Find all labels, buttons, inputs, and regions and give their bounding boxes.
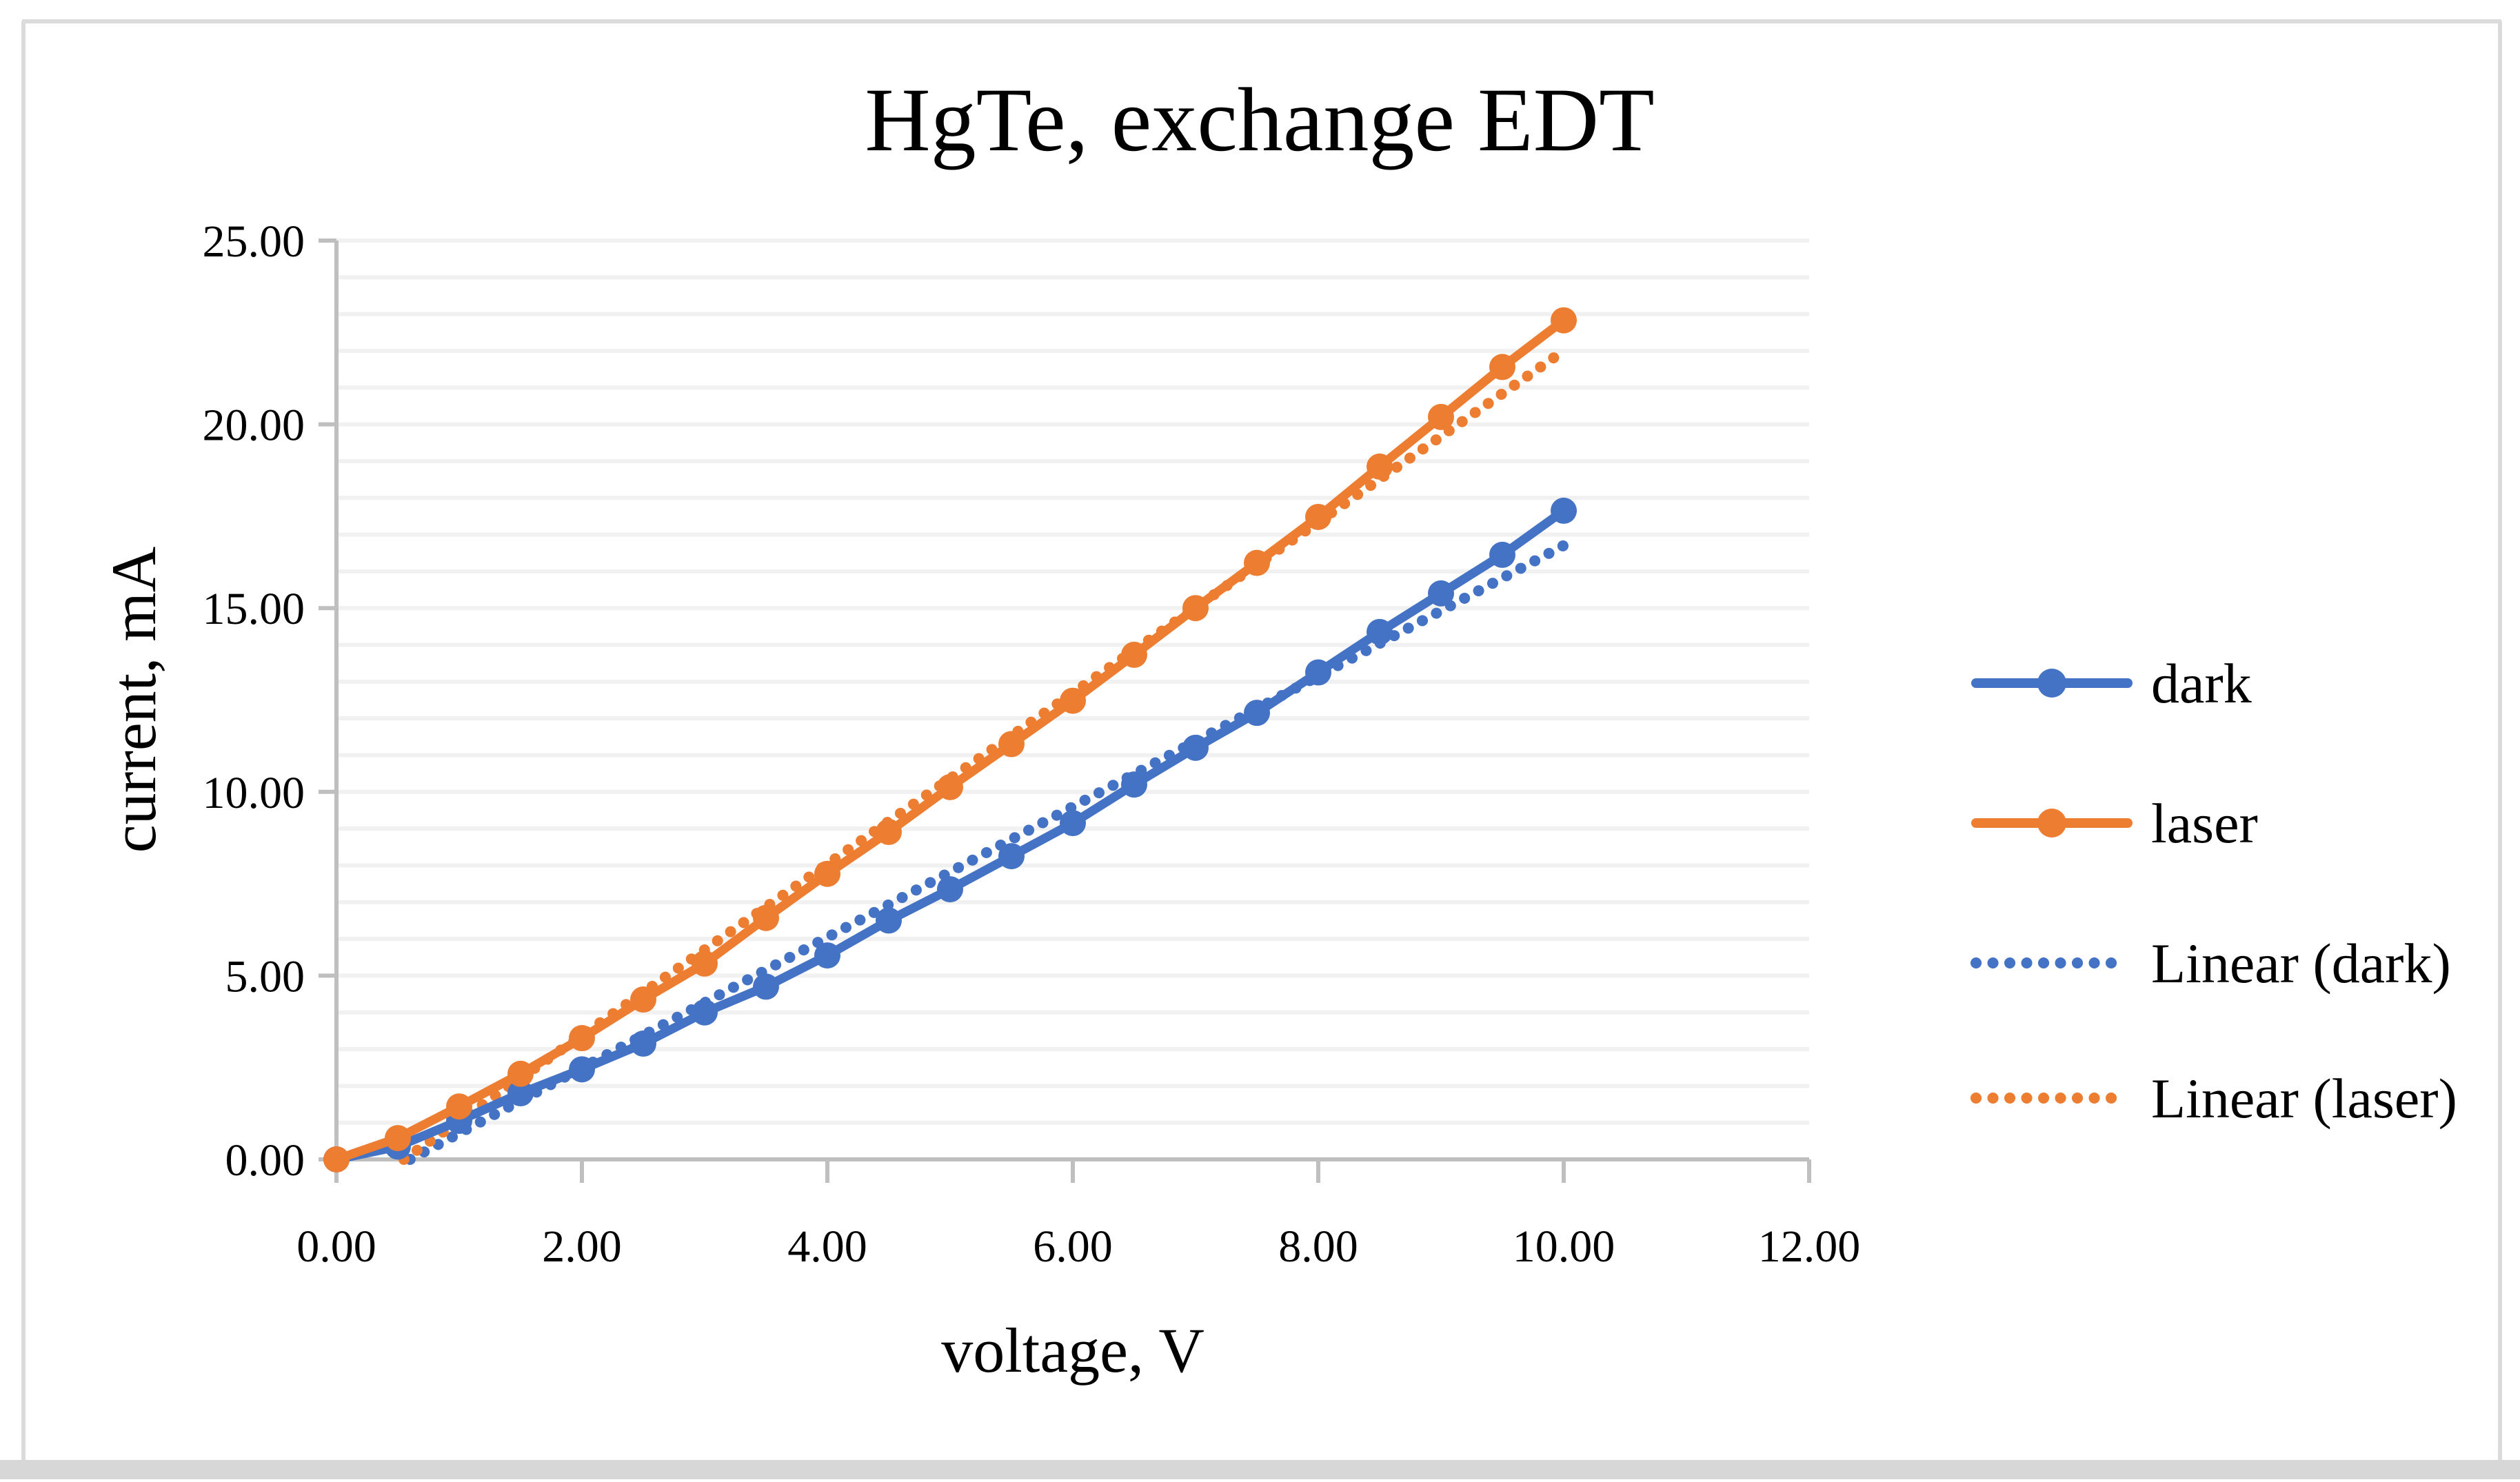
x-axis-title: voltage, V	[941, 1315, 1204, 1385]
x-axis-tick-labels: 0.00 2.00 4.00 6.00 8.00 10.00 12.00	[296, 1221, 1860, 1272]
series-marker-laser	[1182, 595, 1209, 622]
series-marker-dark	[1305, 659, 1331, 686]
legend-label: Linear (dark)	[2151, 932, 2451, 995]
x-tick-label: 0.00	[296, 1221, 376, 1272]
legend-marker-circle	[2037, 809, 2066, 838]
y-tick-label: 25.00	[203, 216, 305, 267]
series-marker-laser	[507, 1060, 534, 1087]
series-marker-dark	[1551, 497, 1577, 524]
series-marker-laser	[1428, 403, 1454, 430]
series-marker-laser	[1244, 549, 1270, 576]
series-marker-laser	[937, 773, 963, 800]
series-marker-laser	[814, 860, 840, 887]
y-tick-label: 15.00	[203, 584, 305, 634]
series-marker-dark	[937, 876, 963, 903]
series-marker-dark	[692, 999, 718, 1026]
series-marker-dark	[1489, 541, 1515, 568]
bottom-band	[0, 1460, 2520, 1479]
series-marker-laser	[630, 986, 656, 1013]
y-tick-label: 5.00	[225, 951, 305, 1002]
y-tick-label: 0.00	[225, 1135, 305, 1186]
x-tick-label: 6.00	[1033, 1221, 1113, 1272]
series-marker-laser	[753, 904, 779, 931]
series-line-laser	[332, 316, 1569, 1164]
series-marker-laser	[692, 950, 718, 977]
chart-title: HgTe, exchange EDT	[865, 69, 1654, 170]
legend-label: laser	[2151, 792, 2258, 855]
legend-item-dark: dark	[1971, 652, 2252, 715]
legend-marker-circle	[2037, 669, 2066, 698]
legend-item-linear--laser-: Linear (laser)	[1970, 1067, 2457, 1130]
legend-item-laser: laser	[1971, 792, 2258, 855]
series-marker-dark	[569, 1056, 595, 1083]
series-marker-laser	[1551, 307, 1577, 334]
x-tick-label: 12.00	[1758, 1221, 1861, 1272]
plot-series	[323, 307, 1577, 1173]
series-marker-dark	[1060, 810, 1086, 837]
series-marker-dark	[814, 942, 840, 969]
series-marker-dark	[998, 843, 1025, 870]
series-marker-dark	[507, 1080, 534, 1107]
series-marker-dark	[1428, 580, 1454, 607]
y-axis-tick-labels: 0.00 5.00 10.00 15.00 20.00 25.00	[203, 216, 305, 1186]
y-axis-title: current, mA	[99, 547, 169, 853]
series-marker-laser	[1489, 354, 1515, 380]
x-tick-label: 4.00	[787, 1221, 867, 1272]
x-tick-label: 2.00	[542, 1221, 622, 1272]
x-tick-label: 8.00	[1278, 1221, 1358, 1272]
y-tick-label: 10.00	[203, 768, 305, 818]
series-marker-dark	[1367, 618, 1393, 645]
legend-item-linear--dark-: Linear (dark)	[1970, 932, 2451, 995]
series-marker-laser	[998, 731, 1025, 758]
figure-border	[0, 19, 2520, 1479]
gridlines	[336, 238, 1809, 1125]
series-marker-dark	[1182, 734, 1209, 761]
y-tick-label: 20.00	[203, 400, 305, 451]
series-marker-laser	[323, 1146, 350, 1173]
series-marker-laser	[1060, 687, 1086, 714]
legend-label: Linear (laser)	[2151, 1067, 2457, 1130]
series-marker-laser	[569, 1025, 595, 1052]
series-marker-dark	[753, 973, 779, 1000]
series-marker-dark	[1244, 700, 1270, 727]
series-marker-laser	[1305, 503, 1331, 530]
x-tick-label: 10.00	[1513, 1221, 1615, 1272]
series-marker-dark	[1121, 771, 1147, 798]
series-marker-laser	[446, 1093, 472, 1120]
series-marker-laser	[1367, 453, 1393, 480]
legend: dark laser Linear (dark) Linear (laser)	[1970, 652, 2457, 1130]
series-marker-laser	[385, 1125, 411, 1152]
series-marker-laser	[876, 818, 902, 845]
series-marker-laser	[1121, 641, 1147, 668]
series-marker-dark	[630, 1031, 656, 1057]
legend-label: dark	[2151, 652, 2252, 715]
series-marker-dark	[876, 907, 902, 934]
